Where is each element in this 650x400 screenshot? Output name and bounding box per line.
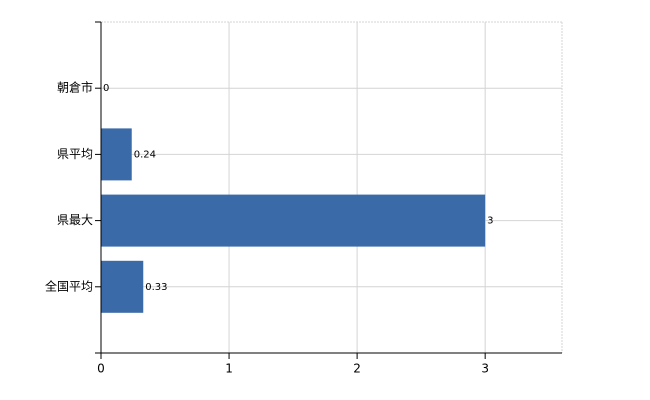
bar <box>101 128 132 181</box>
y-tick-label: 県最大 <box>57 213 93 227</box>
bar <box>101 194 486 247</box>
bar <box>101 260 144 313</box>
value-label: 0.33 <box>145 282 167 293</box>
value-label: 0.24 <box>134 149 156 160</box>
value-label: 3 <box>487 216 493 227</box>
x-tick-label: 0 <box>97 362 105 376</box>
x-tick-label: 2 <box>353 362 361 376</box>
x-tick-label: 3 <box>481 362 489 376</box>
x-tick-label: 1 <box>225 362 233 376</box>
y-tick-label: 県平均 <box>57 147 93 161</box>
y-tick-label: 朝倉市 <box>57 80 93 95</box>
value-label: 0 <box>103 83 109 94</box>
y-tick-label: 全国平均 <box>45 278 93 293</box>
